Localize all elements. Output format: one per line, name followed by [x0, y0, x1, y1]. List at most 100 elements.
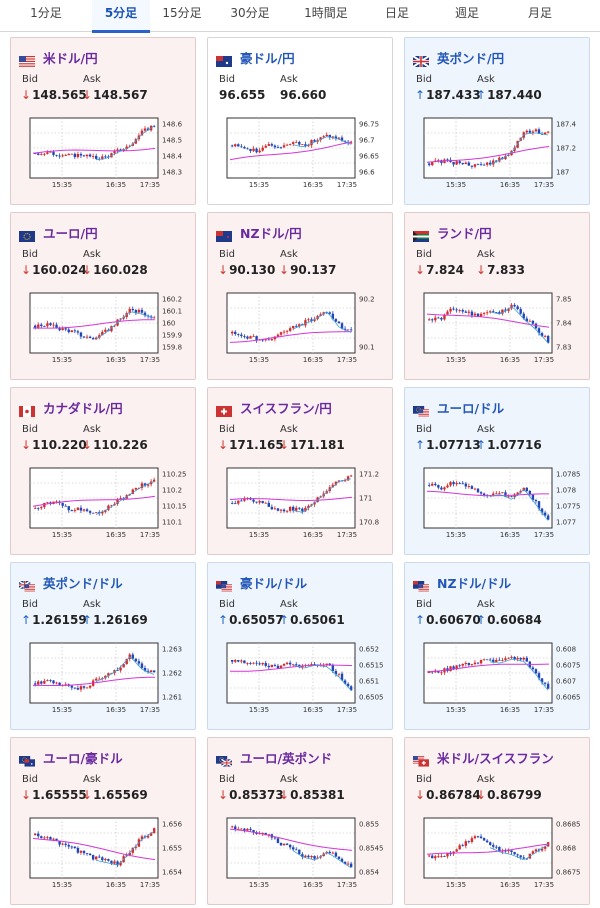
y-tick-label: 1.263	[162, 646, 182, 654]
mini-chart[interactable]: 1.263 1.262 1.261 15:35 16:35 17:35	[20, 637, 190, 717]
mini-chart[interactable]: 0.855 0.8545 0.854 15:35 16:35 17:35	[217, 812, 387, 892]
candle	[49, 680, 52, 681]
candle	[489, 659, 492, 661]
pair-link[interactable]: ユーロ/円	[43, 225, 98, 241]
pair-link[interactable]: 米ドル/スイスフラン	[437, 750, 554, 766]
candle	[79, 507, 83, 511]
pair-link[interactable]: ユーロ/英ポンド	[240, 750, 333, 766]
mini-chart[interactable]: 0.608 0.6075 0.607 0.6065 15:35 16:35 17:35	[414, 637, 584, 717]
tab-daily[interactable]: 日足	[384, 6, 409, 20]
mini-chart[interactable]: 110.25 110.2 110.15 110.1 15:35 16:35 17:35	[20, 462, 190, 542]
candle	[116, 149, 119, 152]
mini-chart[interactable]: 1.0785 1.078 1.0775 1.077 15:35 16:35 17:35	[414, 462, 584, 542]
pair-link[interactable]: 豪ドル/円	[240, 50, 295, 66]
mini-chart[interactable]: 187.4 187.2 187 15:35 16:35 17:35	[414, 112, 584, 192]
pair-link[interactable]: スイスフラン/円	[240, 400, 332, 416]
pair-link[interactable]: 英ポンド/ドル	[43, 575, 123, 591]
candle	[331, 665, 335, 671]
candle	[95, 678, 98, 681]
candle	[313, 502, 316, 505]
tab-1min[interactable]: 1分足	[30, 6, 62, 20]
bid-label: Bid	[219, 774, 235, 785]
bid-value: 0.86784	[426, 788, 481, 802]
tab-15min[interactable]: 15分足	[162, 6, 202, 20]
tab-5min[interactable]: 5分足	[92, 0, 150, 33]
candle	[37, 681, 40, 685]
x-tick-label: 17:35	[337, 706, 357, 714]
candle	[467, 162, 471, 166]
tab-1hour[interactable]: 1時間足	[304, 6, 348, 20]
rate-card-eur-gbp[interactable]: ユーロ/英ポンド Bid Ask ↓0.85373 ↓0.85381 0.855 0.854…	[207, 737, 393, 905]
mini-chart[interactable]: 148.6 148.5 148.4 148.3 15:35 16:35 17:35	[20, 112, 190, 192]
rate-card-cad-jpy[interactable]: カナダドル/円 Bid Ask ↓110.220 ↓110.226 110.25 110.2…	[10, 387, 196, 555]
candle	[40, 324, 43, 327]
candle	[122, 316, 125, 319]
candle	[243, 828, 246, 831]
candle	[282, 509, 286, 512]
candle	[119, 318, 122, 320]
candle	[152, 317, 156, 319]
candle	[522, 487, 525, 491]
candle	[255, 148, 258, 153]
candle	[446, 159, 449, 161]
pair-link[interactable]: 豪ドル/ドル	[240, 575, 308, 591]
tab-monthly[interactable]: 月足	[527, 6, 552, 20]
mini-chart[interactable]: 1.656 1.655 1.654 15:35 16:35 17:35	[20, 812, 190, 892]
candle	[258, 501, 261, 503]
fast-ma-line	[95, 831, 155, 866]
rate-card-eur-jpy[interactable]: ユーロ/円 Bid Ask ↓160.024 ↓160.028 160.2 160.1 160…	[10, 212, 196, 380]
candle	[337, 480, 341, 482]
candle	[349, 329, 353, 331]
candle	[252, 336, 255, 337]
candle	[76, 507, 80, 511]
rate-card-usd-chf[interactable]: 米ドル/スイスフラン Bid Ask ↓0.86784 ↓0.86799 0.8685 0.…	[404, 737, 590, 905]
tab-30min[interactable]: 30分足	[230, 6, 270, 20]
candle	[298, 141, 301, 145]
candle	[455, 665, 458, 670]
mini-chart[interactable]: 171.2 171 170.8 15:35 16:35 17:35	[217, 462, 387, 542]
rate-card-usd-jpy[interactable]: 米ドル/円 Bid Ask ↓148.565 ↓148.567 148.6 148.5 148…	[10, 37, 196, 205]
mini-chart[interactable]: 0.652 0.6515 0.651 0.6505 15:35 16:35 17:35	[217, 637, 387, 717]
fast-ma-line	[489, 844, 549, 861]
candle	[55, 838, 58, 841]
candle	[440, 856, 443, 857]
pair-link[interactable]: NZドル/円	[240, 225, 302, 241]
pair-link[interactable]: ユーロ/豪ドル	[43, 750, 123, 766]
rate-card-nzd-jpy[interactable]: NZドル/円 Bid Ask ↓90.130 ↓90.137 90.2 90.1 15:35 1…	[207, 212, 393, 380]
rate-card-gbp-jpy[interactable]: 英ポンド/円 Bid Ask ↑187.433 ↑187.440 187.4 187.2 18…	[404, 37, 590, 205]
rate-card-eur-usd[interactable]: ユーロ/ドル Bid Ask ↑1.07713 ↑1.07716 1.0785 1.078 1…	[404, 387, 590, 555]
candle	[137, 309, 141, 313]
pair-link[interactable]: ユーロ/ドル	[437, 400, 505, 416]
pair-link[interactable]: 英ポンド/円	[437, 50, 505, 66]
pair-link[interactable]: NZドル/ドル	[437, 575, 512, 591]
tab-weekly[interactable]: 週足	[454, 6, 479, 20]
rate-card-gbp-usd[interactable]: 英ポンド/ドル Bid Ask ↑1.26159 ↑1.26169 1.263 1.262 1…	[10, 562, 196, 730]
rate-card-nzd-usd[interactable]: NZドル/ドル Bid Ask ↑0.60670 ↑0.60684 0.608 0.6075…	[404, 562, 590, 730]
mini-chart[interactable]: 7.85 7.84 7.83 15:35 16:35 17:35	[414, 287, 584, 367]
y-tick-label: 0.854	[359, 869, 380, 877]
ask-price: ↓1.65569	[82, 788, 148, 802]
rate-card-eur-aud[interactable]: ユーロ/豪ドル Bid Ask ↓1.65555 ↓1.65569 1.656 1.655 1…	[10, 737, 196, 905]
rate-card-zar-jpy[interactable]: ランド/円 Bid Ask ↓7.824 ↓7.833 7.85 7.84 7.83 15:35…	[404, 212, 590, 380]
candle	[261, 339, 264, 341]
candle	[443, 487, 446, 490]
rate-card-aud-usd[interactable]: 豪ドル/ドル Bid Ask ↑0.65057 ↑0.65061 0.652 0.6515 0…	[207, 562, 393, 730]
pair-link[interactable]: ランド/円	[437, 225, 492, 241]
candle	[273, 837, 277, 839]
candle	[119, 862, 122, 866]
mini-chart[interactable]: 160.2 160.1 160 159.9 159.8 15:35 16:35 17:35	[20, 287, 190, 367]
rate-card-aud-jpy[interactable]: 豪ドル/円 Bid Ask 96.655 96.660 96.75 96.7 96.65 96.…	[207, 37, 393, 205]
rate-card-chf-jpy[interactable]: スイスフラン/円 Bid Ask ↓171.165 ↓171.181 171.2 171 17…	[207, 387, 393, 555]
mini-chart[interactable]: 96.75 96.7 96.65 96.6 15:35 16:35 17:35	[217, 112, 387, 192]
candle	[431, 855, 434, 859]
candle	[295, 664, 298, 666]
bid-label: Bid	[219, 74, 235, 85]
candle	[279, 147, 283, 149]
mini-chart[interactable]: 90.2 90.1 15:35 16:35 17:35	[217, 287, 387, 367]
candle	[473, 836, 477, 839]
mini-chart[interactable]: 0.8685 0.868 0.8675 15:35 16:35 17:35	[414, 812, 584, 892]
candle	[434, 317, 437, 321]
pair-link[interactable]: 米ドル/円	[43, 50, 98, 66]
fast-ma-line	[95, 481, 155, 515]
pair-link[interactable]: カナダドル/円	[43, 400, 123, 416]
